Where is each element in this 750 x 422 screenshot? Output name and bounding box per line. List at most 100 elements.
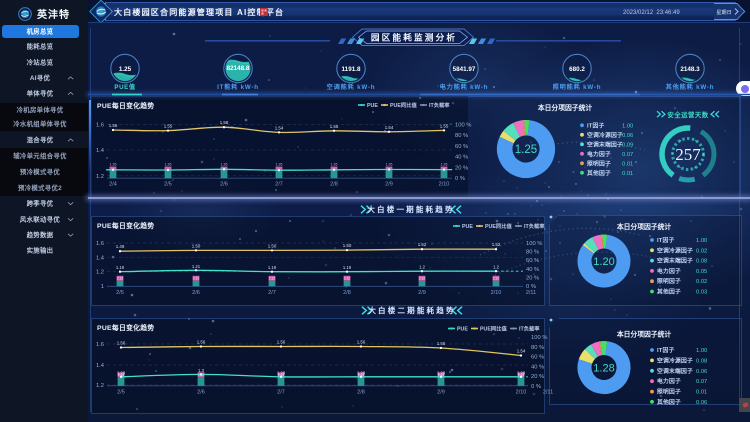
svg-text:1.26: 1.26: [221, 163, 228, 167]
svg-text:2/9: 2/9: [418, 290, 426, 296]
svg-text:1.55: 1.55: [440, 123, 449, 128]
svg-text:1.2: 1.2: [96, 270, 104, 276]
svg-text:82148.8: 82148.8: [227, 65, 250, 72]
svg-text:2/8: 2/8: [343, 290, 351, 296]
svg-text:英沣特: 英沣特: [36, 8, 70, 21]
svg-text:2/11: 2/11: [526, 290, 536, 296]
svg-text:IT因子: IT因子: [587, 121, 605, 129]
svg-text:1191.8: 1191.8: [342, 66, 361, 73]
svg-text:1.56: 1.56: [277, 340, 286, 345]
svg-text:1.50: 1.50: [268, 243, 277, 248]
svg-text:2/5: 2/5: [164, 182, 172, 188]
svg-text:辅冷单元组合寻优: 辅冷单元组合寻优: [13, 151, 67, 160]
svg-text:空调能耗 kW-h: 空调能耗 kW-h: [327, 83, 376, 91]
svg-text:PUE: PUE: [367, 103, 378, 109]
svg-text:电力能耗 kW-h: 电力能耗 kW-h: [440, 83, 489, 91]
svg-text:大白楼二期能耗趋势: 大白楼二期能耗趋势: [368, 305, 455, 315]
svg-text:照明因子: 照明因子: [657, 277, 681, 285]
svg-text:园区能耗监测分析: 园区能耗监测分析: [371, 31, 457, 42]
svg-text:2/8: 2/8: [357, 389, 365, 395]
svg-text:60 %: 60 %: [526, 258, 539, 264]
svg-text:1.19: 1.19: [116, 265, 125, 270]
svg-text:预冷模式寻优: 预冷模式寻优: [20, 167, 60, 176]
svg-text:能耗总览: 能耗总览: [27, 42, 54, 51]
svg-text:1.4: 1.4: [96, 255, 105, 261]
svg-text:60 %: 60 %: [531, 355, 544, 361]
svg-text:1.28: 1.28: [277, 370, 286, 375]
svg-text:实施输出: 实施输出: [27, 246, 54, 255]
svg-text:照明因子: 照明因子: [587, 159, 611, 167]
svg-text:电力因子: 电力因子: [657, 267, 681, 275]
svg-text:趋势数据: 趋势数据: [27, 230, 54, 239]
svg-text:1.56: 1.56: [197, 340, 206, 345]
svg-text:1.58: 1.58: [220, 120, 229, 125]
svg-text:5841.97: 5841.97: [453, 66, 476, 73]
svg-text:2.12: 2.12: [193, 277, 200, 281]
svg-text:1.26: 1.26: [165, 163, 172, 167]
svg-text:1.6: 1.6: [96, 241, 104, 247]
svg-text:0.02: 0.02: [696, 248, 707, 254]
svg-text:80 %: 80 %: [455, 133, 468, 139]
svg-text:1.2: 1.2: [419, 265, 425, 270]
svg-text:1.6: 1.6: [96, 342, 104, 348]
svg-text:2/7: 2/7: [268, 290, 276, 296]
svg-text:1.54: 1.54: [275, 125, 284, 130]
svg-text:0 %: 0 %: [526, 284, 536, 290]
svg-text:0.08: 0.08: [696, 259, 707, 265]
svg-text:1.55: 1.55: [437, 341, 446, 346]
svg-text:PUE: PUE: [457, 327, 468, 333]
svg-text:冷水机组单体寻优: 冷水机组单体寻优: [13, 119, 67, 128]
svg-text:机房总览: 机房总览: [27, 27, 54, 36]
svg-text:其他因子: 其他因子: [657, 398, 681, 406]
svg-text:其他能耗 kW-h: 其他能耗 kW-h: [666, 83, 715, 91]
svg-text:1.2: 1.2: [96, 174, 104, 180]
svg-text:0.09: 0.09: [622, 142, 633, 148]
svg-text:2.12: 2.12: [344, 277, 351, 281]
svg-text:60 %: 60 %: [455, 144, 468, 150]
svg-text:风水联动寻优: 风水联动寻优: [20, 215, 60, 224]
svg-text:照明因子: 照明因子: [657, 388, 681, 396]
svg-text:80 %: 80 %: [526, 250, 539, 256]
svg-text:电力因子: 电力因子: [587, 150, 611, 158]
svg-text:0.08: 0.08: [696, 358, 707, 364]
svg-text:PUE: PUE: [462, 224, 473, 230]
svg-text:2/10: 2/10: [516, 389, 527, 395]
svg-text:2.12: 2.12: [358, 373, 365, 377]
svg-text:40 %: 40 %: [531, 364, 544, 370]
svg-text:IT因子: IT因子: [657, 346, 675, 354]
svg-text:PUE每日变化趋势: PUE每日变化趋势: [97, 221, 154, 230]
svg-text:0.06: 0.06: [696, 400, 707, 406]
svg-text:1.25: 1.25: [119, 66, 132, 73]
svg-text:2.12: 2.12: [493, 277, 500, 281]
svg-text:空调末端因子: 空调末端因子: [587, 140, 623, 148]
svg-text:20 %: 20 %: [455, 165, 468, 171]
svg-text:1.00: 1.00: [696, 348, 707, 354]
svg-text:100 %: 100 %: [526, 241, 542, 247]
svg-text:IT负载率: IT负载率: [524, 222, 545, 230]
svg-text:其他因子: 其他因子: [657, 288, 681, 296]
svg-text:空调冷源因子: 空调冷源因子: [657, 246, 693, 254]
svg-text:1.26: 1.26: [276, 163, 283, 167]
svg-text:本日分项因子统计: 本日分项因子统计: [617, 330, 672, 339]
svg-text:2.12: 2.12: [419, 277, 426, 281]
svg-text:1.55: 1.55: [164, 124, 173, 129]
svg-text:0.07: 0.07: [696, 379, 707, 385]
svg-text:2/11: 2/11: [543, 389, 553, 395]
svg-text:PUE每日变化趋势: PUE每日变化趋势: [97, 323, 154, 332]
svg-text:1.25: 1.25: [515, 144, 537, 156]
svg-text:2.12: 2.12: [117, 277, 124, 281]
svg-text:1.6: 1.6: [96, 123, 104, 129]
svg-text:0.07: 0.07: [622, 152, 633, 158]
svg-text:空调冷源因子: 空调冷源因子: [587, 131, 623, 139]
svg-text:1.49: 1.49: [116, 244, 125, 249]
svg-text:40 %: 40 %: [526, 267, 539, 273]
svg-text:1.56: 1.56: [109, 123, 118, 128]
svg-text:100 %: 100 %: [455, 123, 471, 129]
svg-text:1.28: 1.28: [357, 370, 366, 375]
svg-text:PUE同比值: PUE同比值: [480, 325, 507, 333]
svg-text:2023/02/12 23:46:49: 2023/02/12 23:46:49: [623, 10, 680, 16]
svg-text:其他因子: 其他因子: [587, 169, 611, 177]
svg-text:0 %: 0 %: [531, 384, 541, 390]
svg-text:0.01: 0.01: [696, 390, 707, 396]
svg-text:1.19: 1.19: [268, 265, 277, 270]
